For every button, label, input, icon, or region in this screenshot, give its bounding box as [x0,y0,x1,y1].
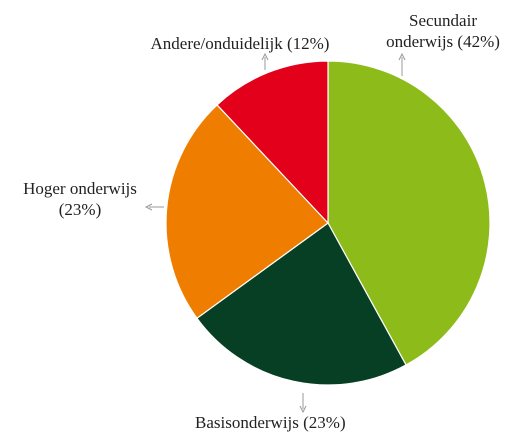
leader-arrows [144,52,406,414]
category: Basisonderwijs [195,413,299,432]
pie-slice [196,222,407,386]
pie-slice [216,60,329,225]
arrowhead [261,52,269,61]
slice-label: Hoger onderwijs (23%) [5,178,155,220]
category: Andere/onduidelijk [150,34,283,53]
value-label: (23%) [58,200,102,219]
arrowhead [398,52,406,61]
slice-label: Basisonderwijs (23%) [195,412,455,433]
category: Secundair onderwijs [386,11,477,51]
value-label: (12%) [286,34,330,53]
slice-label: Andere/onduidelijk (12%) [110,33,370,54]
category: Hoger onderwijs [23,179,137,198]
arrowhead [299,405,307,414]
slice-label: Secundair onderwijs (42%) [378,10,506,52]
pie-slice [165,104,329,320]
pie-slice [327,60,491,366]
slices [165,60,491,386]
value-label: (42%) [457,32,500,51]
value-label: (23%) [303,413,346,432]
arrowhead [144,203,153,211]
